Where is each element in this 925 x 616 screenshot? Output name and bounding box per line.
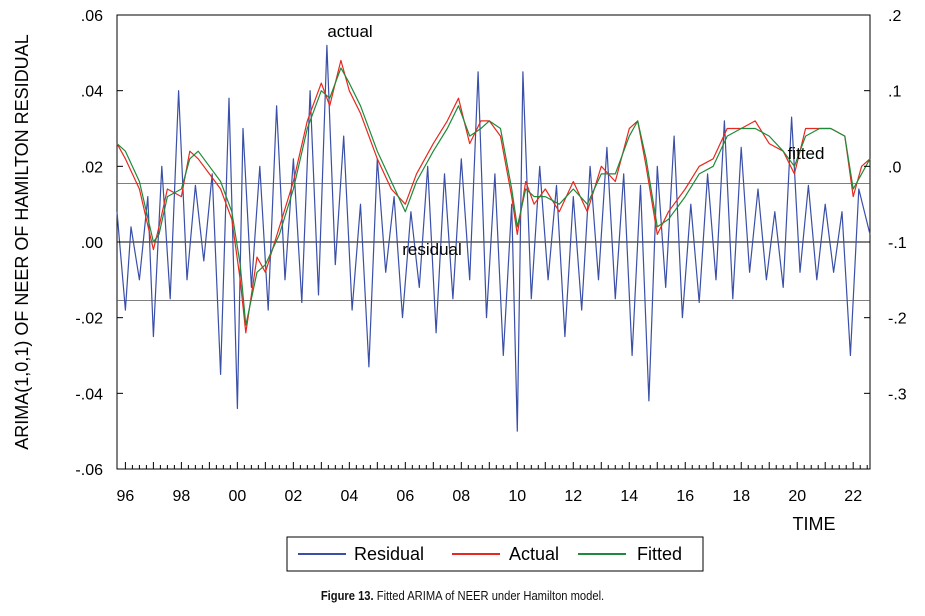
annotation-residual: residual	[402, 240, 462, 259]
annotation-fitted: fitted	[788, 144, 825, 163]
legend-label-residual: Residual	[354, 544, 424, 564]
x-tick-label: 08	[452, 488, 470, 505]
right-axis-ticks: .2 .1 .0 -.1 -.2 -.3	[864, 8, 907, 403]
right-tick-label: -.2	[888, 311, 907, 328]
series-actual-line	[116, 59, 871, 334]
x-tick-label: 06	[396, 488, 414, 505]
x-tick-label: 12	[564, 488, 582, 505]
x-tick-label: 20	[788, 488, 806, 505]
series-fitted-line	[116, 67, 871, 326]
legend-label-actual: Actual	[509, 544, 559, 564]
legend: Residual Actual Fitted	[286, 536, 704, 572]
chart: 96 98 00 02 04 06 08 10 12 14 16 18 20 22 .06.04.02.0…	[12, 8, 907, 572]
x-tick-label: 98	[172, 488, 190, 505]
left-tick-label: .06	[81, 8, 103, 25]
right-tick-label: -.3	[888, 386, 907, 403]
x-tick-label: 00	[228, 488, 246, 505]
series-residual-line	[116, 44, 871, 432]
x-tick-label: 18	[732, 488, 750, 505]
right-tick-label: .1	[888, 84, 901, 101]
x-axis-title: TIME	[793, 514, 836, 534]
y-axis-title: ARIMA(1,0,1) OF NEER OF HAMILTON RESIDUA…	[12, 34, 32, 449]
x-tick-label: 16	[676, 488, 694, 505]
right-tick-label: -.1	[888, 235, 907, 252]
left-tick-label: -.02	[75, 311, 103, 328]
x-tick-label: 10	[508, 488, 526, 505]
series-lines	[116, 44, 871, 432]
x-tick-label: 14	[620, 488, 638, 505]
x-tick-label: 04	[340, 488, 358, 505]
x-tick-label: 02	[284, 488, 302, 505]
caption-text: Fitted ARIMA of NEER under Hamilton mode…	[373, 588, 605, 603]
left-tick-label: .02	[81, 159, 103, 176]
left-axis-ticks: .06 .04 .02 .00 -.02 -.04 -.06	[75, 8, 123, 479]
caption-label: Figure 13.	[320, 588, 374, 603]
left-tick-label: .00	[81, 235, 103, 252]
right-tick-label: .0	[888, 159, 901, 176]
left-tick-label: .04	[81, 84, 103, 101]
x-tick-label: 22	[844, 488, 862, 505]
x-tick-label: 96	[116, 488, 134, 505]
figure-caption: Figure 13. Fitted ARIMA of NEER under Ha…	[65, 588, 861, 603]
x-axis-ticks: 96 98 00 02 04 06 08 10 12 14 16 18 20 22	[116, 462, 868, 505]
left-tick-label: -.04	[75, 386, 103, 403]
legend-label-fitted: Fitted	[637, 544, 682, 564]
left-tick-label: -.06	[75, 462, 103, 479]
annotation-actual: actual	[327, 22, 372, 41]
right-tick-label: .2	[888, 8, 901, 25]
